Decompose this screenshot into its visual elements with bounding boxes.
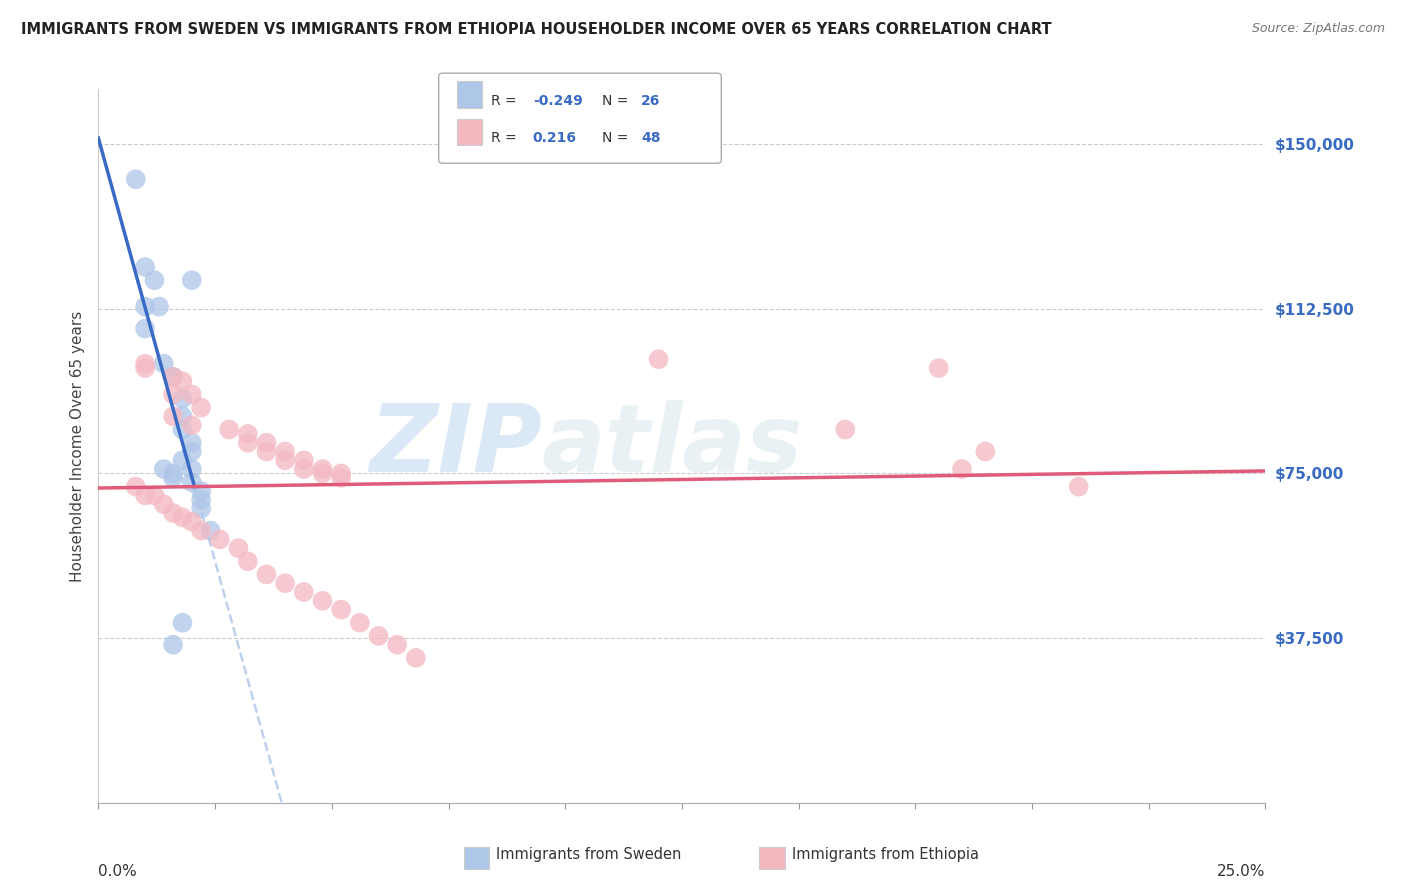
Point: [330, 471, 353, 485]
Point: [162, 369, 184, 384]
Point: [1067, 480, 1090, 494]
Point: [180, 444, 202, 458]
Point: [172, 409, 194, 424]
Point: [162, 409, 184, 424]
Point: [928, 361, 950, 376]
Point: [311, 594, 333, 608]
Point: [180, 435, 202, 450]
Point: [134, 357, 156, 371]
Point: [974, 444, 997, 458]
Point: [256, 567, 278, 582]
Text: 0.216: 0.216: [533, 131, 576, 145]
Point: [274, 444, 297, 458]
Text: Immigrants from Ethiopia: Immigrants from Ethiopia: [792, 847, 979, 862]
Point: [180, 462, 202, 476]
Y-axis label: Householder Income Over 65 years: Householder Income Over 65 years: [69, 310, 84, 582]
Point: [236, 554, 259, 568]
Point: [134, 300, 156, 314]
Point: [143, 488, 166, 502]
Point: [180, 515, 202, 529]
Point: [134, 488, 156, 502]
Point: [834, 423, 856, 437]
Point: [367, 629, 389, 643]
Point: [190, 401, 212, 415]
Point: [647, 352, 669, 367]
Text: Immigrants from Sweden: Immigrants from Sweden: [496, 847, 682, 862]
Text: R =: R =: [491, 131, 520, 145]
Point: [405, 651, 427, 665]
Point: [274, 576, 297, 591]
Text: atlas: atlas: [541, 400, 803, 492]
Point: [228, 541, 250, 555]
Point: [162, 387, 184, 401]
Point: [292, 585, 315, 599]
Point: [172, 510, 194, 524]
Point: [148, 300, 170, 314]
Point: [950, 462, 973, 476]
Point: [274, 453, 297, 467]
Point: [190, 501, 212, 516]
Point: [152, 357, 174, 371]
Point: [143, 273, 166, 287]
Point: [236, 435, 259, 450]
Point: [190, 492, 212, 507]
Point: [172, 392, 194, 406]
Point: [162, 467, 184, 481]
Text: 48: 48: [641, 131, 661, 145]
Point: [330, 602, 353, 616]
Point: [292, 462, 315, 476]
Point: [311, 462, 333, 476]
Point: [180, 273, 202, 287]
Text: 26: 26: [641, 94, 661, 108]
Point: [172, 423, 194, 437]
Text: ZIP: ZIP: [368, 400, 541, 492]
Point: [292, 453, 315, 467]
Point: [236, 426, 259, 441]
Point: [349, 615, 371, 630]
Point: [256, 435, 278, 450]
Point: [125, 480, 148, 494]
Text: Source: ZipAtlas.com: Source: ZipAtlas.com: [1251, 22, 1385, 36]
Point: [256, 444, 278, 458]
Text: 25.0%: 25.0%: [1218, 864, 1265, 880]
Text: R =: R =: [491, 94, 520, 108]
Point: [172, 374, 194, 388]
Point: [162, 506, 184, 520]
Point: [152, 497, 174, 511]
Point: [200, 524, 222, 538]
Point: [134, 260, 156, 274]
Text: 0.0%: 0.0%: [98, 864, 138, 880]
Point: [162, 638, 184, 652]
Point: [190, 524, 212, 538]
Text: N =: N =: [602, 131, 633, 145]
Point: [162, 471, 184, 485]
Point: [180, 387, 202, 401]
Point: [152, 462, 174, 476]
Point: [330, 467, 353, 481]
Text: -0.249: -0.249: [533, 94, 582, 108]
Text: IMMIGRANTS FROM SWEDEN VS IMMIGRANTS FROM ETHIOPIA HOUSEHOLDER INCOME OVER 65 YE: IMMIGRANTS FROM SWEDEN VS IMMIGRANTS FRO…: [21, 22, 1052, 37]
Point: [190, 483, 212, 498]
Point: [172, 453, 194, 467]
Text: N =: N =: [602, 94, 633, 108]
Point: [162, 369, 184, 384]
Point: [311, 467, 333, 481]
Point: [180, 418, 202, 433]
Point: [385, 638, 408, 652]
Point: [218, 423, 240, 437]
Point: [180, 475, 202, 490]
Point: [125, 172, 148, 186]
Point: [208, 533, 231, 547]
Point: [134, 361, 156, 376]
Point: [172, 615, 194, 630]
Point: [134, 321, 156, 335]
